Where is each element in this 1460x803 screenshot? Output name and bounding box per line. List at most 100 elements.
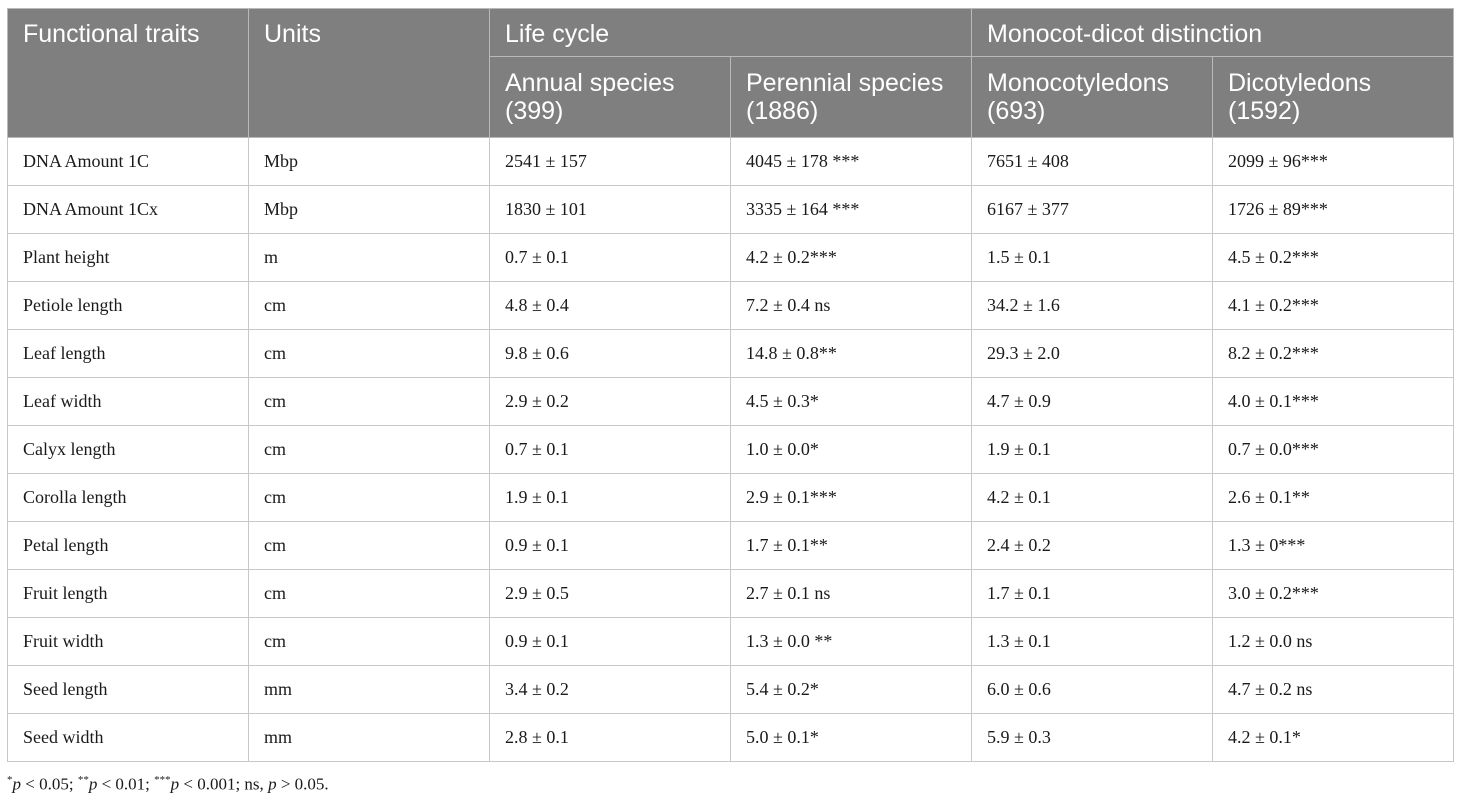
cell-annual: 0.9 ± 0.1 — [489, 521, 731, 570]
cell-monocot: 34.2 ± 1.6 — [971, 281, 1213, 330]
cell-perennial: 2.7 ± 0.1 ns — [730, 569, 972, 618]
cell-annual: 9.8 ± 0.6 — [489, 329, 731, 378]
cell-monocot: 1.3 ± 0.1 — [971, 617, 1213, 666]
cell-perennial: 5.0 ± 0.1* — [730, 713, 972, 762]
cell-perennial: 14.8 ± 0.8** — [730, 329, 972, 378]
cell-annual: 0.7 ± 0.1 — [489, 233, 731, 282]
table-row: Calyx length cm 0.7 ± 0.1 1.0 ± 0.0* 1.9 ± 0… — [7, 425, 1455, 474]
footnote-p-2: p — [88, 774, 98, 794]
header-monocotyledons: Monocotyledons (693) — [971, 56, 1213, 138]
cell-perennial: 5.4 ± 0.2* — [730, 665, 972, 714]
footnote-star-2: ** — [77, 774, 89, 786]
cell-dicot: 8.2 ± 0.2*** — [1211, 329, 1455, 378]
footnote-p-1: p — [12, 774, 22, 794]
cell-dicot: 4.5 ± 0.2*** — [1211, 233, 1455, 282]
table-body: DNA Amount 1C Mbp 2541 ± 157 4045 ± 178 ***… — [7, 137, 1455, 762]
table-row: DNA Amount 1C Mbp 2541 ± 157 4045 ± 178 ***… — [7, 137, 1455, 186]
cell-unit: cm — [248, 521, 490, 570]
table-row: Petal length cm 0.9 ± 0.1 1.7 ± 0.1** 2.4 ± … — [7, 521, 1455, 570]
table-row: Fruit length cm 2.9 ± 0.5 2.7 ± 0.1 ns 1.7 ±… — [7, 569, 1455, 618]
cell-unit: m — [248, 233, 490, 282]
cell-trait: DNA Amount 1C — [7, 137, 249, 186]
table-row: Fruit width cm 0.9 ± 0.1 1.3 ± 0.0 ** 1.3 ± … — [7, 617, 1455, 666]
cell-unit: cm — [248, 473, 490, 522]
cell-dicot: 4.7 ± 0.2 ns — [1211, 665, 1455, 714]
footnote-text-3: < 0.001; ns, — [179, 774, 269, 794]
cell-monocot: 6167 ± 377 — [971, 185, 1213, 234]
footnote-star-1: * — [7, 774, 13, 786]
cell-unit: cm — [248, 425, 490, 474]
table-header: Functional traits Units Life cycle Monoc… — [7, 8, 1455, 138]
header-dicotyledons: Dicotyledons (1592) — [1211, 56, 1455, 138]
cell-perennial: 7.2 ± 0.4 ns — [730, 281, 972, 330]
cell-unit: mm — [248, 665, 490, 714]
footnote-text-4: > 0.05. — [276, 774, 329, 794]
cell-annual: 0.7 ± 0.1 — [489, 425, 731, 474]
cell-trait: DNA Amount 1Cx — [7, 185, 249, 234]
cell-dicot: 4.1 ± 0.2*** — [1211, 281, 1455, 330]
traits-table: Functional traits Units Life cycle Monoc… — [7, 8, 1455, 762]
cell-unit: cm — [248, 569, 490, 618]
header-units: Units — [248, 8, 490, 138]
header-annual-species: Annual species (399) — [489, 56, 731, 138]
cell-dicot: 2.6 ± 0.1** — [1211, 473, 1455, 522]
cell-annual: 2.8 ± 0.1 — [489, 713, 731, 762]
cell-dicot: 1726 ± 89*** — [1211, 185, 1455, 234]
cell-trait: Petiole length — [7, 281, 249, 330]
cell-unit: cm — [248, 377, 490, 426]
cell-trait: Leaf width — [7, 377, 249, 426]
cell-monocot: 7651 ± 408 — [971, 137, 1213, 186]
cell-annual: 2541 ± 157 — [489, 137, 731, 186]
cell-annual: 1.9 ± 0.1 — [489, 473, 731, 522]
cell-monocot: 5.9 ± 0.3 — [971, 713, 1213, 762]
cell-dicot: 3.0 ± 0.2*** — [1211, 569, 1455, 618]
table-row: Corolla length cm 1.9 ± 0.1 2.9 ± 0.1*** 4.2… — [7, 473, 1455, 522]
table-row: Plant height m 0.7 ± 0.1 4.2 ± 0.2*** 1.5 ± … — [7, 233, 1455, 282]
header-functional-traits: Functional traits — [7, 8, 249, 138]
cell-monocot: 4.7 ± 0.9 — [971, 377, 1213, 426]
cell-annual: 3.4 ± 0.2 — [489, 665, 731, 714]
footnote-p-3: p — [170, 774, 180, 794]
cell-trait: Leaf length — [7, 329, 249, 378]
cell-monocot: 6.0 ± 0.6 — [971, 665, 1213, 714]
table-row: Seed length mm 3.4 ± 0.2 5.4 ± 0.2* 6.0 ± 0.… — [7, 665, 1455, 714]
cell-trait: Petal length — [7, 521, 249, 570]
cell-unit: cm — [248, 281, 490, 330]
footnote-text-2: < 0.01; — [97, 774, 155, 794]
header-life-cycle: Life cycle — [489, 8, 972, 57]
cell-dicot: 2099 ± 96*** — [1211, 137, 1455, 186]
header-perennial-species: Perennial species (1886) — [730, 56, 972, 138]
traits-table-container: Functional traits Units Life cycle Monoc… — [7, 8, 1455, 762]
cell-unit: cm — [248, 329, 490, 378]
table-footnote: *p < 0.05; **p < 0.01; ***p < 0.001; ns,… — [7, 774, 329, 795]
cell-unit: Mbp — [248, 137, 490, 186]
cell-unit: cm — [248, 617, 490, 666]
cell-trait: Seed width — [7, 713, 249, 762]
cell-dicot: 4.2 ± 0.1* — [1211, 713, 1455, 762]
cell-monocot: 4.2 ± 0.1 — [971, 473, 1213, 522]
cell-monocot: 1.9 ± 0.1 — [971, 425, 1213, 474]
cell-perennial: 4.5 ± 0.3* — [730, 377, 972, 426]
cell-annual: 0.9 ± 0.1 — [489, 617, 731, 666]
cell-perennial: 4045 ± 178 *** — [730, 137, 972, 186]
footnote-p-4: p — [268, 774, 277, 794]
cell-perennial: 1.7 ± 0.1** — [730, 521, 972, 570]
footnote-star-3: *** — [154, 774, 171, 786]
cell-trait: Calyx length — [7, 425, 249, 474]
cell-annual: 4.8 ± 0.4 — [489, 281, 731, 330]
cell-trait: Seed length — [7, 665, 249, 714]
table-row: Leaf width cm 2.9 ± 0.2 4.5 ± 0.3* 4.7 ± 0.9… — [7, 377, 1455, 426]
cell-annual: 1830 ± 101 — [489, 185, 731, 234]
cell-dicot: 4.0 ± 0.1*** — [1211, 377, 1455, 426]
cell-trait: Corolla length — [7, 473, 249, 522]
cell-annual: 2.9 ± 0.5 — [489, 569, 731, 618]
cell-perennial: 1.0 ± 0.0* — [730, 425, 972, 474]
cell-annual: 2.9 ± 0.2 — [489, 377, 731, 426]
cell-unit: mm — [248, 713, 490, 762]
cell-monocot: 29.3 ± 2.0 — [971, 329, 1213, 378]
cell-dicot: 1.3 ± 0*** — [1211, 521, 1455, 570]
cell-dicot: 1.2 ± 0.0 ns — [1211, 617, 1455, 666]
footnote-text-1: < 0.05; — [21, 774, 78, 794]
header-monocot-dicot: Monocot-dicot distinction — [970, 8, 1455, 57]
table-row: Seed width mm 2.8 ± 0.1 5.0 ± 0.1* 5.9 ± 0.3… — [7, 713, 1455, 762]
